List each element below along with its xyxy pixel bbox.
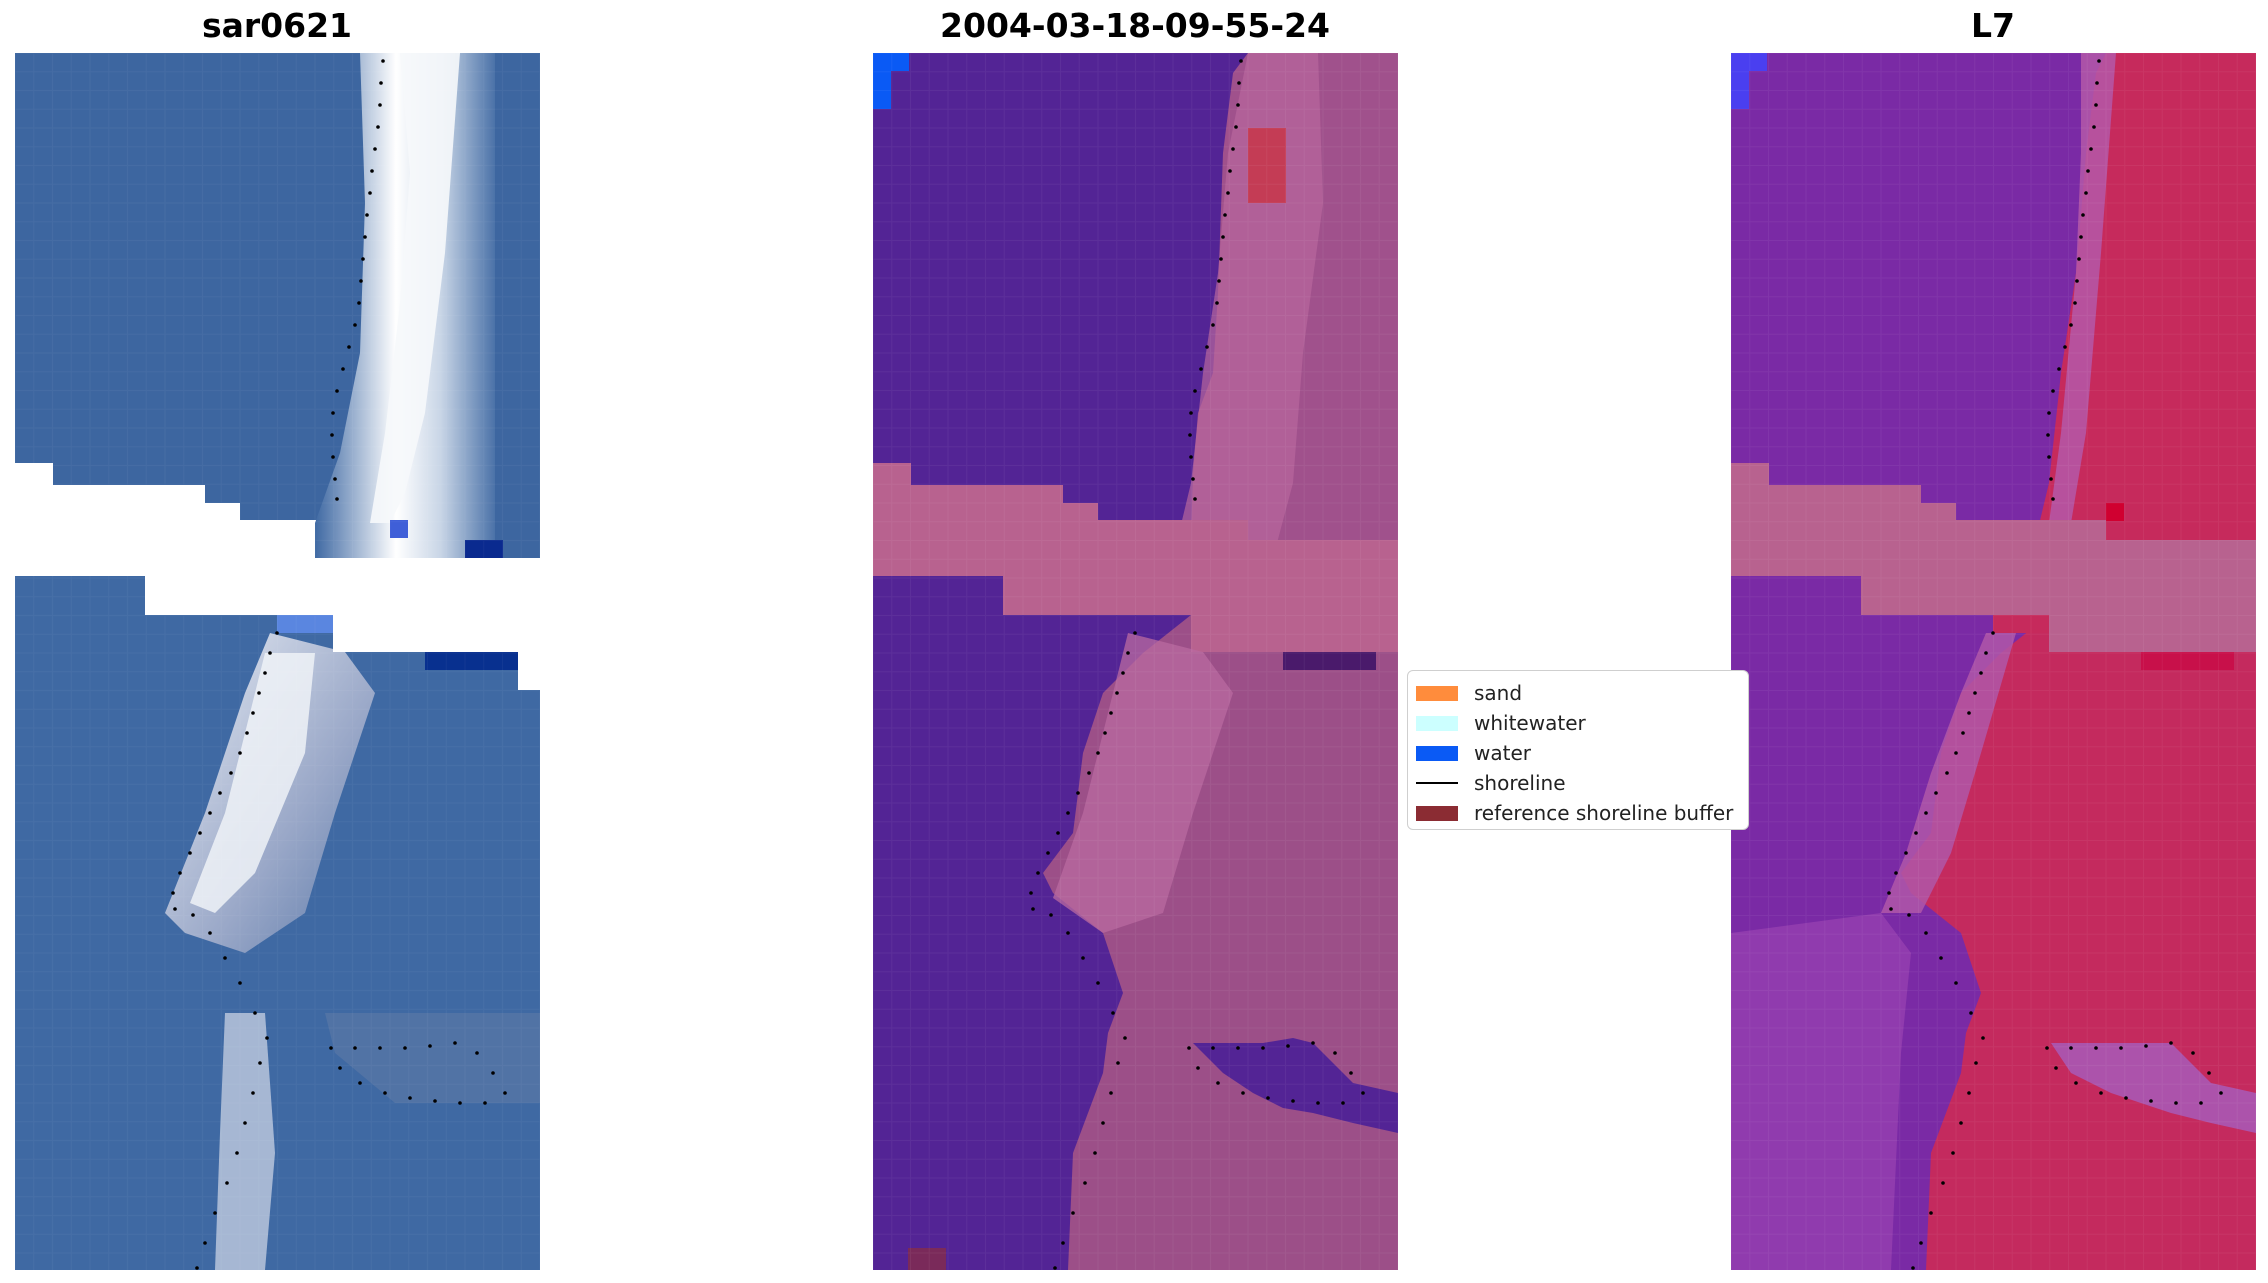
legend-line-shoreline [1416, 782, 1458, 784]
class-shoreline [1029, 59, 1365, 1270]
legend-item-shoreline: shoreline [1408, 771, 1566, 795]
legend-item-water: water [1408, 741, 1531, 765]
legend-item-sand: sand [1408, 681, 1522, 705]
legend-label-water: water [1474, 741, 1531, 765]
legend-label-reference-buffer: reference shoreline buffer [1474, 801, 1734, 825]
legend-label-whitewater: whitewater [1474, 711, 1586, 735]
rgb-shoreline [171, 59, 507, 1270]
panel-title-index: L7 [1971, 6, 2015, 45]
index-shoreline [1887, 59, 2223, 1270]
legend-swatch-sand [1416, 685, 1458, 701]
legend: sand whitewater water shoreline referenc… [1407, 670, 1749, 830]
legend-swatch-water [1416, 745, 1458, 761]
legend-label-sand: sand [1474, 681, 1523, 705]
panel-title-classified: 2004-03-18-09-55-24 [940, 6, 1330, 45]
rgb-image-panel [15, 53, 540, 1270]
panel-title-rgb: sar0621 [201, 6, 353, 45]
legend-item-reference-buffer: reference shoreline buffer [1408, 801, 1733, 825]
legend-swatch-whitewater [1416, 715, 1458, 731]
legend-label-shoreline: shoreline [1474, 771, 1566, 795]
legend-item-whitewater: whitewater [1408, 711, 1586, 735]
classified-image-panel [873, 53, 1398, 1270]
index-image-panel [1731, 53, 2256, 1270]
legend-swatch-reference-buffer [1416, 805, 1458, 821]
